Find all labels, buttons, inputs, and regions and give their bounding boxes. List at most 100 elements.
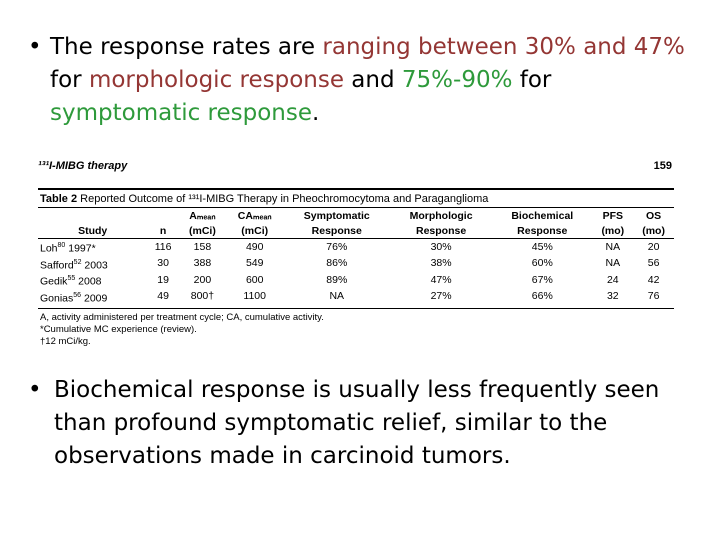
- table-footnotes: A, activity administered per treatment c…: [38, 309, 674, 348]
- table-cell: 24: [606, 273, 619, 286]
- table-cell: 60%: [531, 257, 553, 270]
- table-cell: 76: [633, 288, 674, 309]
- divider: [38, 207, 674, 208]
- header-cell: CAₘₑₐₙ: [237, 210, 272, 222]
- study-cell: Gonias56 2009: [38, 288, 148, 309]
- table-cell: 66%: [492, 288, 593, 309]
- table-cell: 30%: [430, 240, 452, 253]
- text-segment: The response rates are: [50, 34, 323, 60]
- table-row: Gedik55 2008 19 200 600 89% 47% 67% 24 4…: [38, 272, 674, 289]
- outcome-table: Aₘₑₐₙ CAₘₑₐₙ Symptomatic Morphologic Bio…: [38, 208, 674, 309]
- table-cell: 67%: [531, 273, 553, 286]
- bullet-dot: •: [28, 377, 42, 403]
- header-cell: Symptomatic: [303, 210, 370, 222]
- header-cell: Morphologic: [409, 210, 473, 222]
- table-cell: 1100: [225, 288, 284, 309]
- table-cell: 76%: [326, 240, 348, 253]
- table-row: Gonias56 2009 49 800† 1100 NA 27% 66% 32…: [38, 288, 674, 309]
- table-cell: 86%: [326, 257, 348, 270]
- table-cell: 30: [157, 257, 169, 270]
- header-cell: Response: [492, 223, 593, 239]
- header-cell: PFS: [602, 210, 624, 222]
- reference: 52: [73, 258, 82, 266]
- header-cell: n: [147, 223, 179, 239]
- text-segment: .: [312, 100, 320, 126]
- study-cell: Safford52 2003: [38, 256, 147, 273]
- table-cell: 27%: [390, 288, 493, 309]
- text-segment-highlight: symptomatic response: [50, 100, 313, 126]
- table-row: Safford52 2003 30 388 549 86% 38% 60% NA…: [38, 256, 674, 273]
- study-cell: Loh80 1997*: [38, 239, 147, 256]
- table-cell: 38%: [430, 257, 452, 270]
- table-cell: NA: [283, 288, 391, 309]
- header-cell: (mCi): [225, 223, 284, 239]
- bullet-text: Biochemical response is usually less fre…: [54, 377, 660, 469]
- header-cell: (mCi): [178, 223, 226, 239]
- table-row: Loh80 1997* 116 158 490 76% 30% 45% NA 2…: [38, 239, 674, 256]
- author: Safford: [40, 259, 74, 271]
- table-cell: 32: [592, 288, 634, 309]
- text-segment: and: [344, 67, 402, 93]
- header-cell: Aₘₑₐₙ: [189, 210, 216, 222]
- header-cell: Study: [38, 223, 148, 239]
- bullet-dot: •: [28, 34, 42, 60]
- reference: 80: [57, 242, 66, 249]
- caption-text: Reported Outcome of ¹³¹I-MIBG Therapy in…: [80, 193, 489, 205]
- bullet-response-rates: • The response rates are ranging between…: [28, 31, 690, 130]
- table-cell: 20: [647, 240, 660, 253]
- running-head-title: ¹³¹I-MIBG therapy: [38, 160, 128, 172]
- year: 1997*: [68, 242, 96, 255]
- header-cell: [38, 208, 147, 223]
- table-cell: 49: [147, 288, 179, 309]
- header-cell: [147, 208, 179, 223]
- year: 2009: [84, 292, 108, 304]
- table-cell: 116: [154, 240, 172, 253]
- table-header-row: Aₘₑₐₙ CAₘₑₐₙ Symptomatic Morphologic Bio…: [38, 208, 674, 223]
- text-segment: for: [50, 67, 89, 93]
- divider: [38, 188, 674, 190]
- table-cell: NA: [605, 257, 621, 270]
- text-segment: for: [512, 67, 552, 93]
- table-cell: 45%: [531, 240, 553, 253]
- header-cell: Biochemical: [511, 210, 574, 222]
- table-cell: 89%: [326, 273, 348, 286]
- table-caption: Table 2 Reported Outcome of ¹³¹I-MIBG Th…: [38, 190, 674, 207]
- bullet-text: The response rates are ranging between 3…: [30, 31, 690, 130]
- reference: 55: [67, 275, 76, 282]
- header-cell: OS: [646, 210, 662, 222]
- table-cell: NA: [605, 240, 621, 253]
- year: 2003: [84, 259, 108, 271]
- footnote: *Cumulative MC experience (review).: [40, 324, 197, 335]
- author: Gedik: [40, 275, 68, 288]
- table-header-row: Study n (mCi) (mCi) Response Response Re…: [38, 223, 674, 239]
- footnote: A, activity administered per treatment c…: [40, 312, 324, 323]
- author: Gonias: [40, 292, 74, 304]
- page-number: 159: [653, 160, 672, 172]
- caption-label: Table 2: [40, 193, 78, 205]
- text-segment-highlight: 75%-90%: [401, 67, 513, 93]
- table-cell: 200: [193, 273, 212, 286]
- year: 2008: [78, 275, 102, 288]
- footnote: †12 mCi/kg.: [40, 336, 91, 347]
- header-cell: Response: [283, 223, 391, 239]
- table-cell: 47%: [430, 273, 452, 286]
- table-cell: 549: [245, 257, 264, 270]
- header-cell: (mo): [633, 223, 674, 239]
- study-cell: Gedik55 2008: [38, 272, 147, 289]
- running-head: ¹³¹I-MIBG therapy 159: [38, 160, 674, 178]
- table-cell: 42: [647, 273, 660, 286]
- table-cell: 19: [157, 273, 169, 286]
- header-cell: (mo): [592, 223, 634, 239]
- header-cell: Response: [390, 223, 493, 239]
- text-segment-highlight: morphologic response: [88, 67, 344, 93]
- table-cell: 600: [245, 273, 264, 286]
- text-segment-highlight: ranging between 30% and 47%: [322, 34, 685, 60]
- table-cell: 800†: [178, 288, 226, 309]
- bullet-biochemical: • Biochemical response is usually less f…: [28, 374, 690, 473]
- author: Loh: [40, 242, 58, 255]
- reference: 56: [73, 291, 82, 299]
- table-figure: ¹³¹I-MIBG therapy 159 Table 2 Reported O…: [38, 160, 674, 348]
- table-cell: 56: [647, 257, 660, 270]
- table-cell: 158: [193, 240, 212, 253]
- table-cell: 490: [245, 240, 264, 253]
